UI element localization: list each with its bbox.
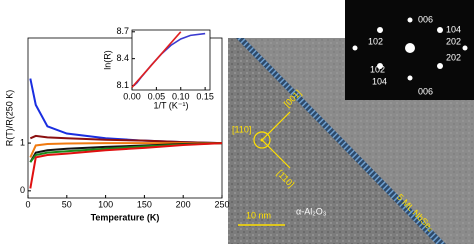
series-line: [29, 142, 222, 158]
x-tick-label: 200: [176, 199, 191, 209]
x-tick-label: 100: [98, 199, 113, 209]
x-axis-label: Temperature (K): [91, 212, 160, 222]
spot-label: 102: [368, 36, 383, 46]
scale-label: 10 nm: [246, 210, 271, 220]
spot-label: 104: [372, 76, 387, 86]
tem-label: α-Al₂O₃: [296, 206, 327, 216]
y-tick-label: 8.7: [116, 26, 129, 36]
x-tick-label: 0.00: [123, 91, 141, 101]
spot-label: 202: [446, 52, 461, 62]
diffraction-pattern: 006 104 102 202 102 202 104 006: [345, 0, 474, 100]
y-axis-label: ln(R): [102, 50, 112, 70]
spot-label: 006: [418, 86, 433, 96]
y-axis-label: R(T)/R(250 K): [4, 90, 14, 147]
x-tick-label: 150: [137, 199, 152, 209]
spot-label: 006: [418, 14, 433, 24]
x-tick-label: 0.15: [196, 91, 214, 101]
spot-label: 102: [370, 64, 385, 74]
tem-label: [110]: [232, 124, 251, 134]
series-line: [131, 31, 182, 88]
y-tick-label: 8.4: [116, 53, 129, 63]
spot-label: 202: [446, 36, 461, 46]
y-tick-label: 0: [20, 185, 25, 195]
x-axis-label: 1/T (K⁻¹): [153, 100, 188, 110]
plot-area: [131, 29, 211, 91]
series-line: [29, 134, 223, 145]
y-tick-label: 8.1: [116, 80, 129, 90]
x-tick-label: 0.10: [172, 91, 190, 101]
series-line: [29, 142, 223, 189]
y-tick-label: 1: [20, 137, 25, 147]
x-tick-label: 0.05: [148, 91, 166, 101]
spot-label: 104: [446, 24, 461, 34]
x-tick-label: 250: [214, 199, 229, 209]
x-tick-label: 0: [25, 199, 30, 209]
x-tick-label: 50: [62, 199, 72, 209]
